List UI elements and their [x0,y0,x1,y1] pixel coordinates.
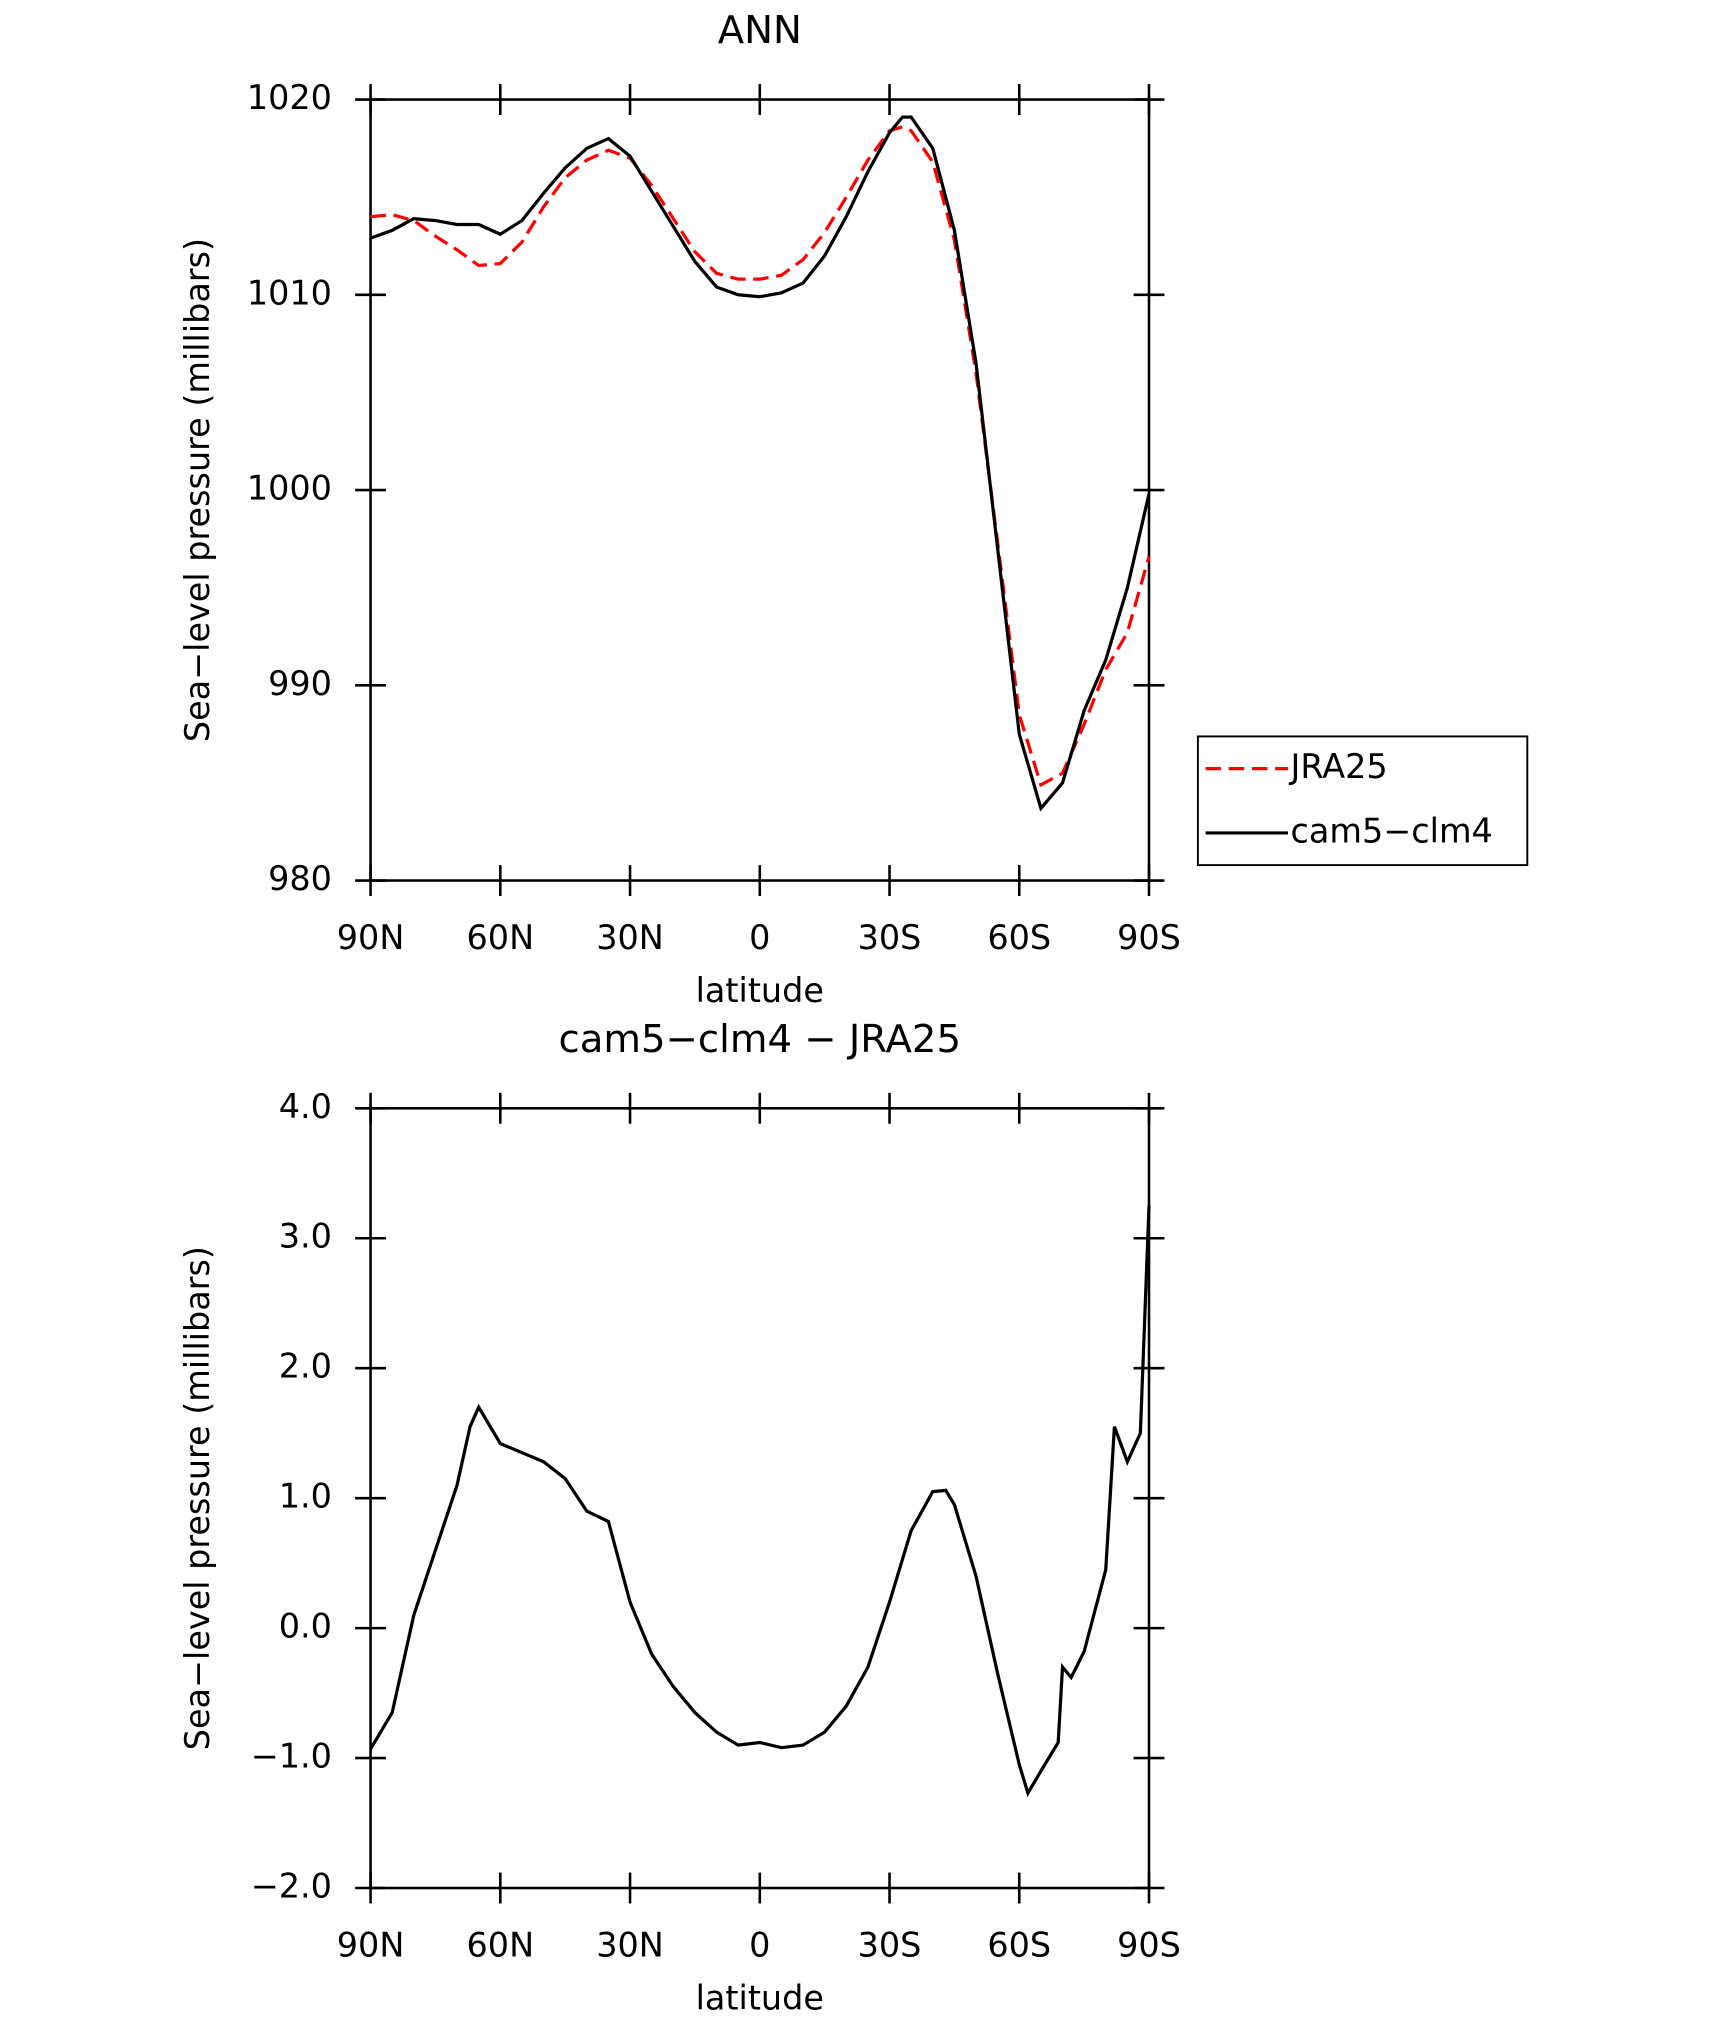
x-tick-label: 0 [749,918,770,957]
x-tick-label: 90N [337,1926,405,1965]
data-line [369,1205,1151,1798]
legend-box [1196,735,1529,867]
x-tick-label: 30S [858,1926,922,1965]
x-tick-label: 30S [858,918,922,957]
y-tick-label: 980 [268,859,332,898]
legend-label: cam5−clm4 [1291,811,1493,850]
x-tick-label: 60N [467,918,535,957]
x-tick-label: 90N [337,918,405,957]
y-tick-label: 0.0 [279,1607,332,1646]
y-tick-label: 1.0 [279,1477,332,1516]
chart-title: ANN [718,8,802,53]
legend-label: JRA25 [1289,747,1388,786]
y-tick-label: −2.0 [251,1867,332,1906]
x-tick-label: 90S [1117,918,1181,957]
x-tick-label: 60S [987,918,1051,957]
y-axis-label: Sea−level pressure (millibars) [178,238,217,742]
data-line [370,115,1151,812]
x-tick-label: 30N [596,918,664,957]
x-tick-label: 30N [596,1926,664,1965]
plot-frame [369,1107,1151,1890]
y-tick-label: 990 [268,664,332,703]
x-tick-label: 60N [467,1926,535,1965]
y-axis-label: Sea−level pressure (millibars) [178,1246,217,1750]
x-axis-label: latitude [696,971,824,1010]
y-tick-label: 1010 [247,273,332,312]
x-tick-label: 90S [1117,1926,1181,1965]
y-tick-label: 2.0 [279,1347,332,1386]
y-tick-label: 1020 [247,78,332,117]
chart-title: cam5−clm4 − JRA25 [559,1017,961,1062]
data-line [370,125,1151,788]
y-tick-label: 3.0 [279,1217,332,1256]
y-tick-label: −1.0 [251,1737,332,1776]
x-tick-label: 0 [749,1926,770,1965]
plot-frame [369,98,1151,882]
x-tick-label: 60S [987,1926,1051,1965]
y-tick-label: 1000 [247,469,332,508]
x-axis-label: latitude [696,1978,824,2017]
y-tick-label: 4.0 [279,1087,332,1126]
